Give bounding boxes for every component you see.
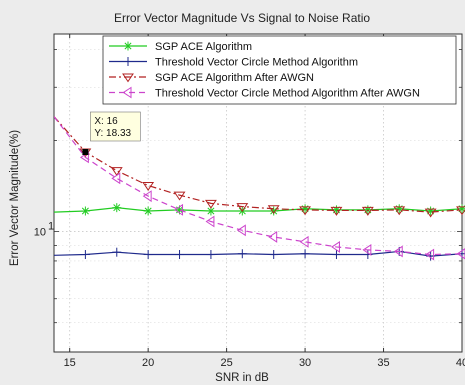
- series-4-marker: [425, 248, 435, 261]
- series-4-marker: [299, 235, 309, 248]
- y-tick-exponent: 1: [48, 221, 54, 233]
- series-3-marker: [204, 199, 217, 209]
- series-3-marker: [110, 167, 123, 177]
- legend-marker-3: [122, 73, 134, 83]
- datatip-box: [90, 111, 141, 142]
- series-3-marker: [142, 182, 155, 191]
- series-2-marker: [80, 250, 90, 260]
- series-3-marker: [361, 206, 374, 216]
- legend-label-2: Threshold Vector Circle Method Algorithm: [155, 57, 358, 69]
- series-line-4: [54, 116, 462, 256]
- series-line-2: [54, 250, 462, 257]
- datatip-point: [82, 148, 89, 155]
- series-3-marker: [330, 206, 343, 216]
- x-axis-label: SNR in dB: [215, 372, 269, 384]
- series-4-marker: [142, 190, 152, 203]
- series-3-marker: [173, 191, 186, 201]
- series-4-marker: [362, 243, 372, 256]
- legend-marker-4: [122, 86, 132, 99]
- series-4-marker: [456, 248, 465, 260]
- legend-label-3: SGP ACE Algorithm After AWGN: [155, 72, 314, 84]
- x-tick-label: 35: [377, 357, 389, 369]
- y-axis-label: Error Vector Magnitude(%): [9, 130, 21, 266]
- series-3-marker: [299, 206, 312, 216]
- x-tick-label: 30: [299, 357, 311, 369]
- series-3-marker: [424, 208, 437, 218]
- series-2-marker: [237, 249, 247, 259]
- series-4-marker: [393, 245, 403, 258]
- datatip-x-label: X: 16: [94, 116, 118, 127]
- series-2-marker: [331, 250, 341, 260]
- x-tick-label: 40: [456, 357, 465, 369]
- series-2-marker: [143, 250, 153, 260]
- series-2-marker: [112, 247, 122, 257]
- chart-title: Error Vector Magnitude Vs Signal to Nois…: [114, 11, 370, 25]
- series-1-marker: [426, 206, 436, 216]
- legend-box: [102, 35, 457, 105]
- series-4-marker: [205, 215, 215, 228]
- datatip-y-label: Y: 18.33: [94, 128, 131, 139]
- legend-label-1: SGP ACE Algorithm: [155, 41, 252, 53]
- series-4-marker: [331, 240, 340, 253]
- x-tick-label: 25: [220, 357, 232, 369]
- series-1-marker: [80, 206, 90, 216]
- plot-area: 15 20 25 30 35 40 101 SGP ACE Algorithm Threshol…: [34, 33, 465, 369]
- series-3-marker: [236, 203, 249, 212]
- series-4-marker: [268, 231, 278, 243]
- series-4-marker: [111, 172, 121, 185]
- axes-frame: [53, 33, 463, 353]
- series-3-marker: [267, 205, 280, 215]
- legend-marker-1: [123, 41, 133, 51]
- series-4-marker: [236, 224, 246, 237]
- series-line-1: [54, 207, 462, 213]
- series-2-marker: [300, 249, 310, 259]
- series-2-marker: [175, 250, 185, 260]
- legend-label-4: Threshold Vector Circle Method Algorithm…: [155, 88, 420, 100]
- series-3-marker: [393, 206, 406, 216]
- series-1-marker: [143, 206, 153, 216]
- series-2-marker: [206, 250, 216, 260]
- series-line-3: [54, 116, 462, 213]
- series-1-marker: [112, 203, 122, 213]
- y-tick-label: 10: [34, 227, 46, 239]
- x-tick-label: 20: [142, 357, 154, 369]
- series-4-marker: [174, 203, 184, 216]
- series-2-marker: [269, 250, 279, 260]
- legend-marker-2: [123, 57, 133, 66]
- x-tick-label: 15: [64, 357, 76, 369]
